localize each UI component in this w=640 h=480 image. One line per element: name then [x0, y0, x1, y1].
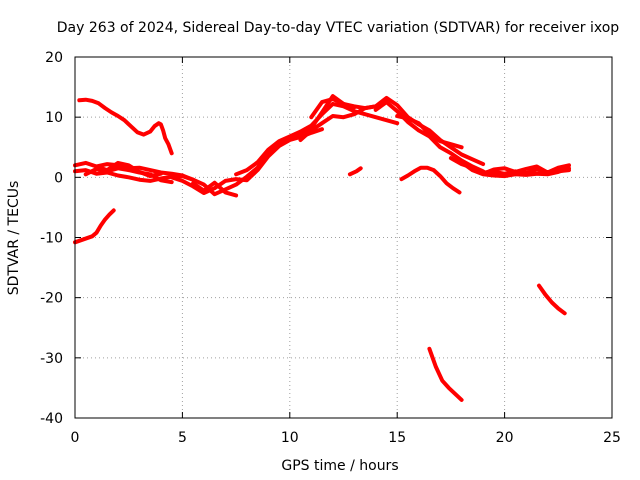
y-tick-label: 20: [45, 50, 63, 66]
x-tick-label: 0: [71, 430, 80, 446]
y-tick-label: 0: [54, 170, 63, 186]
x-tick-label: 25: [603, 430, 621, 446]
x-axis-label: GPS time / hours: [281, 458, 398, 474]
series-arc-13: [373, 100, 486, 174]
series-group: [73, 94, 571, 402]
grid: [75, 57, 612, 418]
series-arc-7: [169, 127, 324, 195]
x-tick-label: 20: [496, 430, 514, 446]
series-arc-17: [459, 160, 571, 179]
series-arc-6: [73, 208, 116, 245]
x-tick-label: 5: [178, 430, 187, 446]
x-tick-label: 10: [281, 430, 299, 446]
series-arc-21: [537, 283, 567, 316]
y-tick-label: -40: [40, 411, 63, 427]
series-arc-12: [309, 95, 486, 167]
series-arc-8: [180, 94, 357, 197]
y-tick-label: -20: [40, 291, 63, 307]
y-tick-label: -10: [40, 231, 63, 247]
chart-title: Day 263 of 2024, Sidereal Day-to-day VTE…: [57, 20, 620, 36]
series-arc-19: [399, 165, 462, 195]
x-axis: 0 5 10 15 20 25: [71, 57, 621, 446]
y-axis-label: SDTVAR / TECUs: [6, 181, 22, 296]
x-tick-label: 15: [388, 430, 406, 446]
series-arc-10: [234, 101, 400, 177]
series-arc-5: [94, 160, 163, 179]
series-arc-14: [395, 114, 464, 150]
series-arc-20: [427, 346, 464, 402]
series-arc-9: [191, 180, 239, 198]
series-arc-16: [470, 163, 571, 176]
y-tick-label: 10: [45, 110, 63, 126]
series-arc-1: [77, 97, 174, 156]
y-tick-label: -30: [40, 351, 63, 367]
y-axis: -40 -30 -20 -10 0 10 20: [40, 50, 612, 427]
series-arc-18: [347, 166, 363, 177]
